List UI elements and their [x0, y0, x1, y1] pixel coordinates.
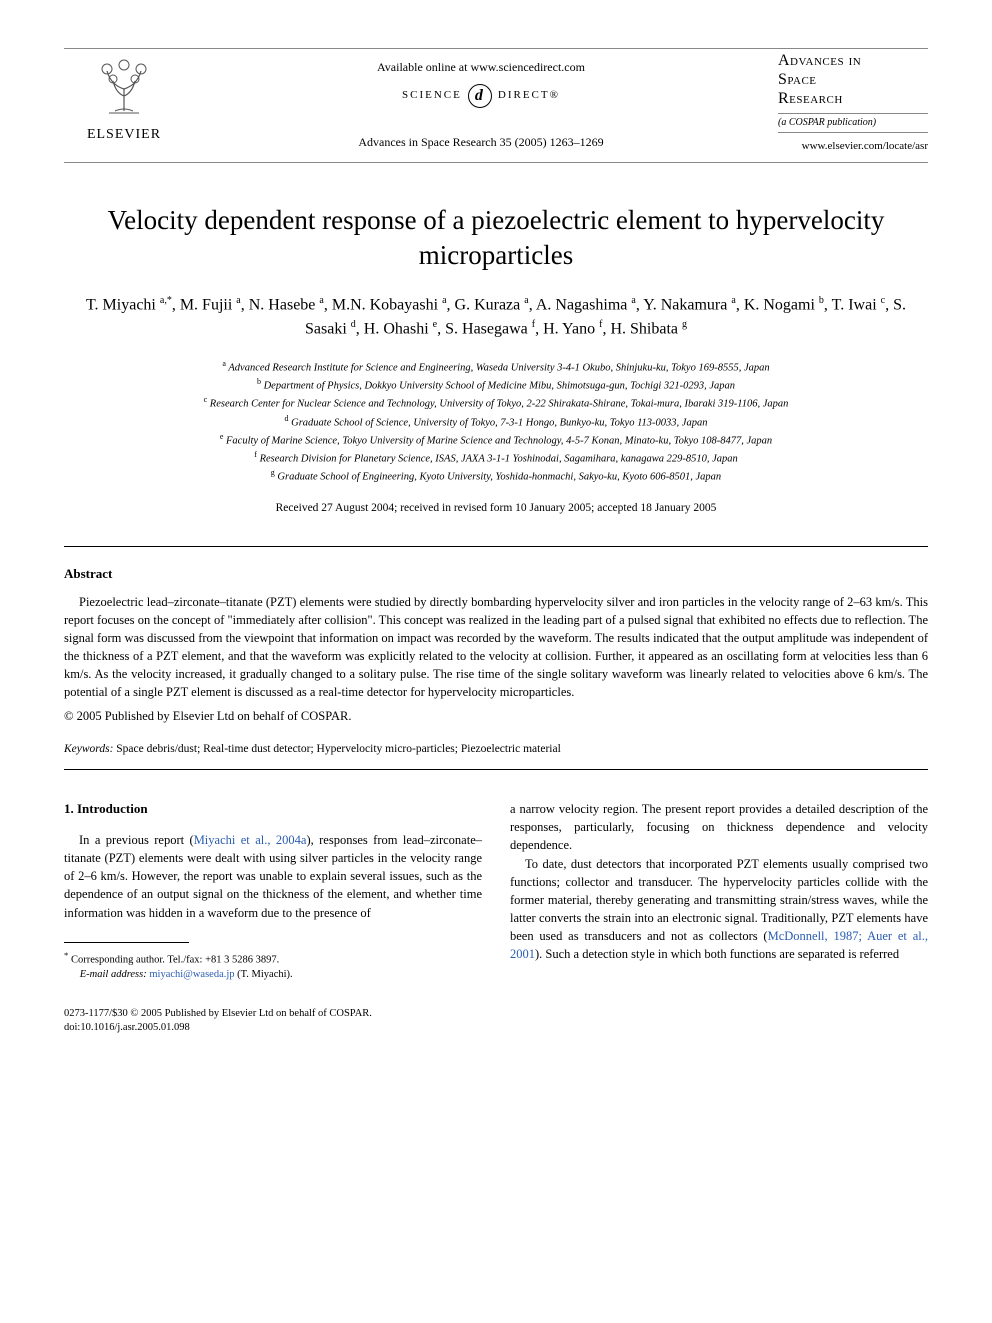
intro-left-p1-a: In a previous report (	[79, 833, 194, 847]
article-title: Velocity dependent response of a piezoel…	[104, 203, 888, 273]
abstract-body: Piezoelectric lead–zirconate–titanate (P…	[64, 593, 928, 702]
email-line: E-mail address: miyachi@waseda.jp (T. Mi…	[80, 968, 482, 983]
header-center: Available online at www.sciencedirect.co…	[184, 51, 778, 151]
affiliations-list: a Advanced Research Institute for Scienc…	[64, 358, 928, 486]
journal-reference: Advances in Space Research 35 (2005) 126…	[184, 134, 778, 151]
footer-line2: doi:10.1016/j.asr.2005.01.098	[64, 1021, 928, 1036]
authors-list: T. Miyachi a,*, M. Fujii a, N. Hasebe a,…	[84, 293, 908, 342]
header-right: Advances in Space Research (a COSPAR pub…	[778, 51, 928, 154]
header-rule-top	[64, 48, 928, 49]
column-left: 1. Introduction In a previous report (Mi…	[64, 800, 482, 982]
sciencedirect-logo: SCIENCE d DIRECT®	[402, 84, 560, 108]
keywords-line: Keywords: Space debris/dust; Real-time d…	[64, 741, 928, 757]
journal-title-box: Advances in Space Research	[778, 51, 928, 109]
sd-text-right: DIRECT®	[498, 88, 560, 103]
elsevier-logo-block: ELSEVIER	[64, 51, 184, 145]
email-label: E-mail address:	[80, 969, 147, 980]
available-online-line: Available online at www.sciencedirect.co…	[184, 59, 778, 76]
abstract-rule-bottom	[64, 769, 928, 770]
page-footer: 0273-1177/$30 © 2005 Published by Elsevi…	[64, 1007, 928, 1036]
affiliation-line: c Research Center for Nuclear Science an…	[64, 394, 928, 412]
abstract-rule-top	[64, 546, 928, 547]
footnote-rule	[64, 942, 189, 943]
intro-right-p2-b: ). Such a detection style in which both …	[535, 947, 899, 961]
intro-left-p1: In a previous report (Miyachi et al., 20…	[64, 831, 482, 922]
abstract-copyright: © 2005 Published by Elsevier Ltd on beha…	[64, 708, 928, 726]
header-rule-bottom	[64, 162, 928, 163]
sd-d-icon: d	[468, 84, 492, 108]
column-right: a narrow velocity region. The present re…	[510, 800, 928, 982]
citation-miyachi-2004a[interactable]: Miyachi et al., 2004a	[194, 833, 307, 847]
cospar-line: (a COSPAR publication)	[778, 113, 928, 133]
footnote-block: * Corresponding author. Tel./fax: +81 3 …	[64, 949, 482, 983]
corresponding-author: * Corresponding author. Tel./fax: +81 3 …	[64, 949, 482, 968]
journal-title-line2: Space	[778, 70, 928, 89]
affiliation-line: a Advanced Research Institute for Scienc…	[64, 358, 928, 376]
intro-right-p1: a narrow velocity region. The present re…	[510, 800, 928, 854]
email-tail: (T. Miyachi).	[237, 969, 293, 980]
affiliation-line: e Faculty of Marine Science, Tokyo Unive…	[64, 431, 928, 449]
email-address[interactable]: miyachi@waseda.jp	[147, 969, 237, 980]
abstract-heading: Abstract	[64, 565, 928, 583]
elsevier-label: ELSEVIER	[87, 125, 161, 145]
elsevier-tree-icon	[89, 51, 159, 121]
keywords-text: Space debris/dust; Real-time dust detect…	[113, 743, 560, 755]
article-dates: Received 27 August 2004; received in rev…	[64, 500, 928, 516]
header-row: ELSEVIER Available online at www.science…	[64, 51, 928, 154]
affiliation-line: g Graduate School of Engineering, Kyoto …	[64, 467, 928, 485]
keywords-label: Keywords:	[64, 743, 113, 755]
section-1-heading: 1. Introduction	[64, 800, 482, 819]
journal-url: www.elsevier.com/locate/asr	[778, 139, 928, 154]
affiliation-line: b Department of Physics, Dokkyo Universi…	[64, 376, 928, 394]
intro-right-p2: To date, dust detectors that incorporate…	[510, 855, 928, 964]
affiliation-line: d Graduate School of Science, University…	[64, 413, 928, 431]
body-columns: 1. Introduction In a previous report (Mi…	[64, 800, 928, 982]
footer-line1: 0273-1177/$30 © 2005 Published by Elsevi…	[64, 1007, 928, 1022]
journal-title-line1: Advances in	[778, 51, 928, 70]
sd-text-left: SCIENCE	[402, 88, 462, 103]
journal-title-line3: Research	[778, 89, 928, 108]
corresponding-author-text: Corresponding author. Tel./fax: +81 3 52…	[71, 954, 279, 965]
affiliation-line: f Research Division for Planetary Scienc…	[64, 449, 928, 467]
